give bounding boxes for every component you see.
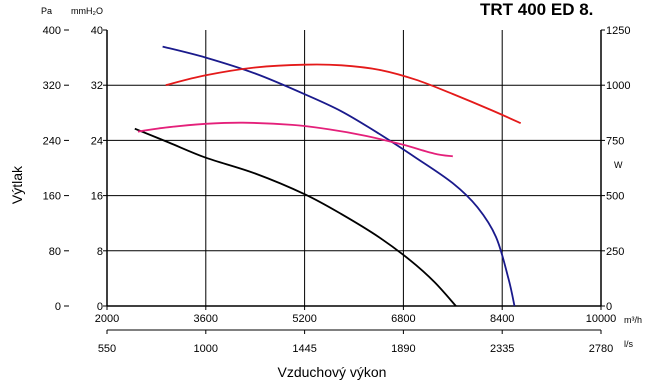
right-unit-w: W bbox=[614, 160, 623, 170]
y2-tick-label: 250 bbox=[606, 246, 624, 258]
y-tick-label-mmh2o: 0 bbox=[97, 301, 103, 313]
series-line-3 bbox=[165, 63, 522, 125]
x2-tick-label: 1445 bbox=[292, 343, 316, 355]
x-tick-label: 8400 bbox=[490, 313, 514, 325]
x-tick-label: 6800 bbox=[391, 313, 415, 325]
y-tick-label-mmh2o: 32 bbox=[91, 80, 103, 92]
y2-tick-label: 1000 bbox=[606, 80, 630, 92]
y-tick-label-pa: 80 bbox=[49, 246, 61, 258]
series-line-1 bbox=[162, 45, 516, 307]
y2-tick-label: 500 bbox=[606, 191, 624, 203]
y2-tick-label: 0 bbox=[606, 301, 612, 313]
y-tick-label-mmh2o: 16 bbox=[91, 191, 103, 203]
x2-tick-label: 2335 bbox=[490, 343, 514, 355]
y-tick-label-mmh2o: 8 bbox=[97, 246, 103, 258]
y-tick-label-pa: 160 bbox=[43, 191, 61, 203]
x-axis-title: Vzduchový výkon bbox=[278, 364, 387, 380]
series-line-4 bbox=[137, 121, 453, 158]
x2-tick-label: 550 bbox=[98, 343, 116, 355]
grid bbox=[107, 30, 601, 306]
axes bbox=[64, 29, 605, 334]
chart-title: TRT 400 ED 8. bbox=[480, 0, 593, 19]
x-tick-label: 5200 bbox=[292, 313, 316, 325]
tick-labels: 0801602403204000816243240025050075010001… bbox=[43, 25, 631, 355]
y-tick-label-pa: 400 bbox=[43, 25, 61, 37]
x2-tick-label: 2780 bbox=[589, 343, 613, 355]
y-axis-title: Výtlak bbox=[9, 165, 25, 204]
left-unit-pa: Pa bbox=[41, 6, 52, 16]
x-tick-label: 2000 bbox=[95, 313, 119, 325]
y-tick-label-pa: 240 bbox=[43, 135, 61, 147]
y2-tick-label: 750 bbox=[606, 135, 624, 147]
y2-tick-label: 1250 bbox=[606, 25, 630, 37]
x2-tick-label: 1890 bbox=[391, 343, 415, 355]
x-tick-label: 10000 bbox=[586, 313, 617, 325]
x-unit-m3h: m³/h bbox=[624, 315, 642, 325]
x2-unit-ls: l/s bbox=[624, 339, 634, 349]
x2-tick-label: 1000 bbox=[194, 343, 218, 355]
series-lines bbox=[134, 45, 522, 307]
y-tick-label-pa: 0 bbox=[55, 301, 61, 313]
y-tick-label-mmh2o: 24 bbox=[91, 135, 103, 147]
left-unit-mmh2o: mmH₂O bbox=[71, 6, 103, 16]
series-line-2 bbox=[134, 127, 457, 307]
y-tick-label-mmh2o: 40 bbox=[91, 25, 103, 37]
x-tick-label: 3600 bbox=[194, 313, 218, 325]
y-tick-label-pa: 320 bbox=[43, 80, 61, 92]
